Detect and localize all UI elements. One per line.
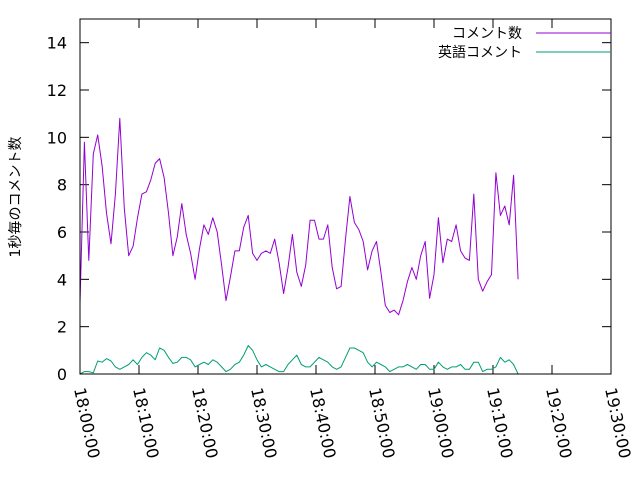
axis-ticks: 0 2 4 6 8 10 12 14 18:00:00 18:10:00 18:20:00 18:30…: [47, 19, 635, 460]
y-tick-label: 14: [47, 34, 67, 53]
y-tick-label: 2: [57, 318, 67, 337]
x-tick-label: 18:00:00: [70, 386, 104, 460]
y-tick-label: 10: [47, 128, 67, 147]
x-tick-label: 19:10:00: [483, 386, 517, 460]
y-axis-title: 1秒毎のコメント数: [8, 137, 24, 258]
x-tick-label: 18:40:00: [306, 386, 340, 460]
legend-label: コメント数: [452, 26, 522, 42]
y-tick-label: 12: [47, 81, 67, 100]
y-tick-label: 0: [57, 365, 67, 384]
legend-label: 英語コメント: [438, 44, 522, 61]
x-tick-label: 19:30:00: [601, 386, 635, 460]
x-tick-label: 18:10:00: [129, 386, 163, 460]
series-line-0: [79, 117, 519, 316]
y-tick-label: 6: [57, 223, 67, 242]
series-line-1: [79, 345, 519, 375]
y-tick-label: 8: [57, 176, 67, 195]
plot-frame: [79, 18, 612, 375]
y-tick-label: 4: [57, 270, 67, 289]
series-lines: [79, 117, 519, 375]
x-tick-label: 19:00:00: [424, 386, 458, 460]
x-tick-label: 19:20:00: [542, 386, 576, 460]
x-tick-label: 18:30:00: [247, 386, 281, 460]
x-tick-label: 18:50:00: [365, 386, 399, 460]
y-axis-label: 1秒毎のコメント数: [8, 137, 24, 258]
x-tick-label: 18:20:00: [188, 386, 222, 460]
